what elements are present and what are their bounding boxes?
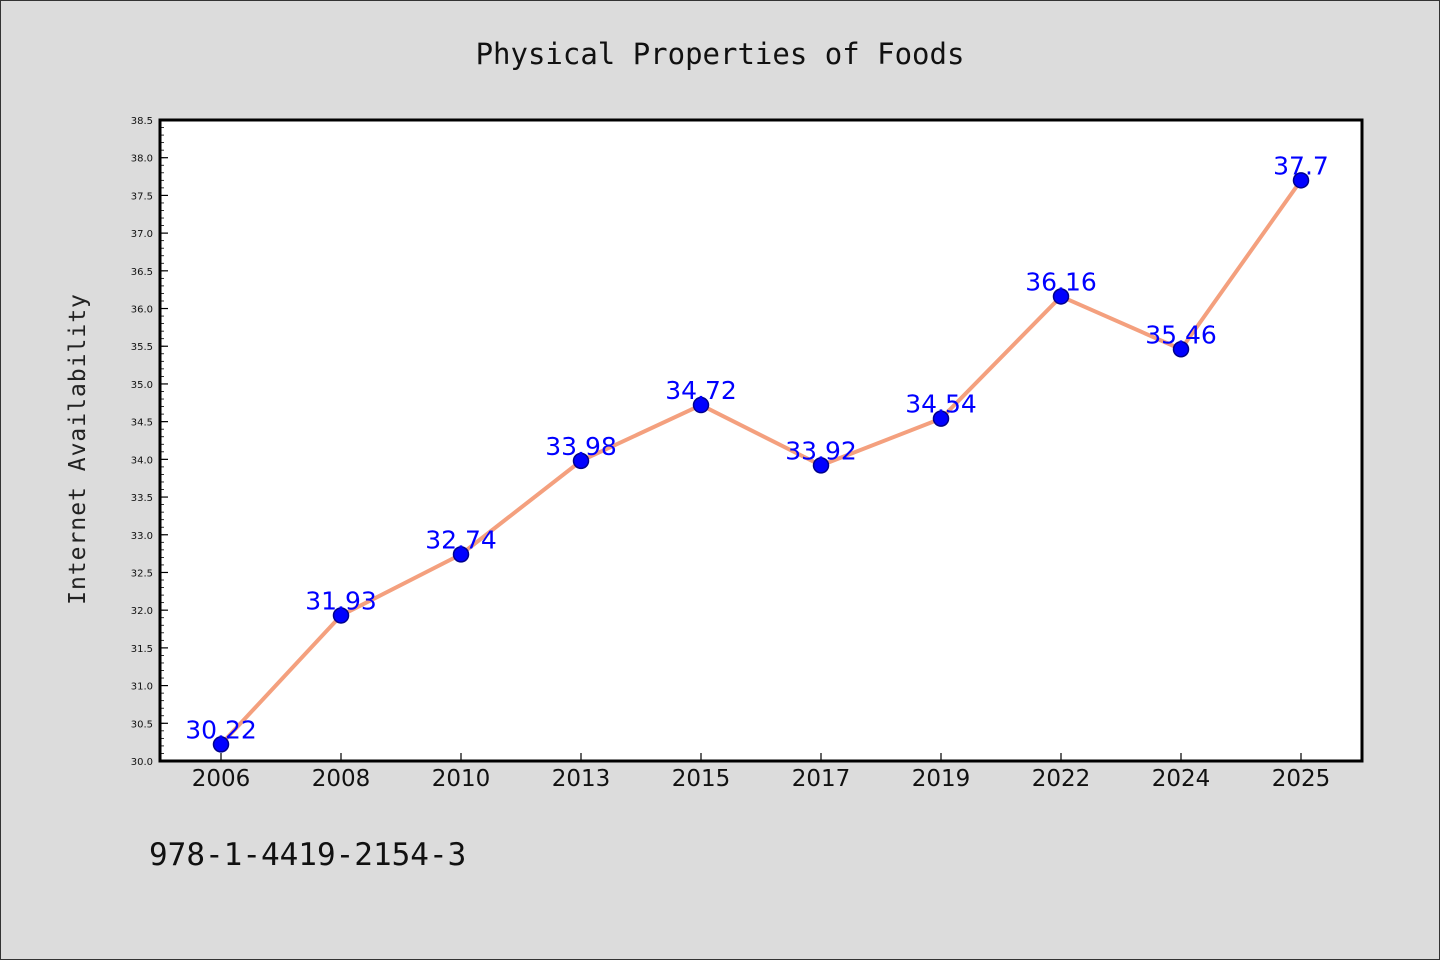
data-label: 35.46 xyxy=(1145,320,1217,349)
data-label: 31.93 xyxy=(305,586,377,615)
y-tick-label: 31.5 xyxy=(131,644,153,655)
data-label: 36.16 xyxy=(1025,267,1097,296)
data-label: 37.7 xyxy=(1273,151,1329,180)
data-label: 33.92 xyxy=(785,436,857,465)
data-point xyxy=(932,410,950,427)
x-tick-label: 2019 xyxy=(912,766,971,792)
y-axis-label: Internet Availability xyxy=(65,293,91,605)
y-tick-label: 31.0 xyxy=(131,682,153,693)
data-point xyxy=(452,546,470,563)
data-point xyxy=(1172,341,1190,358)
y-tick-label: 36.0 xyxy=(131,305,153,316)
y-tick-label: 36.5 xyxy=(131,267,153,278)
y-axis-ticks: 30.0 30.5 31.0 31.5 32.0 32.5 33.0 33.5 34.0 34.5… xyxy=(131,116,168,768)
x-axis-ticks: 2006 2008 2010 2013 2015 2017 2019 2022 2024 2025 xyxy=(192,753,1331,792)
y-tick-label: 35.0 xyxy=(131,380,153,391)
x-tick-label: 2008 xyxy=(312,766,371,792)
series-group: 30.22 31.93 32.74 33.98 34.72 33.92 34.54 36.16… xyxy=(185,151,1329,753)
data-point xyxy=(1052,288,1070,305)
y-tick-label: 38.0 xyxy=(131,154,153,165)
data-point xyxy=(1292,172,1310,189)
data-label: 30.22 xyxy=(185,715,257,744)
x-tick-label: 2006 xyxy=(192,766,251,792)
x-tick-label: 2013 xyxy=(552,766,611,792)
y-tick-label: 32.5 xyxy=(131,568,153,579)
data-point xyxy=(212,736,230,753)
y-tick-label: 37.0 xyxy=(131,229,153,240)
y-tick-label: 38.5 xyxy=(131,116,153,127)
x-tick-label: 2015 xyxy=(672,766,731,792)
x-tick-label: 2010 xyxy=(432,766,491,792)
y-tick-label: 33.5 xyxy=(131,493,153,504)
series-line xyxy=(219,178,1303,747)
plot-area xyxy=(158,118,1364,763)
data-point xyxy=(572,452,590,470)
x-tick-label: 2025 xyxy=(1272,766,1331,792)
y-tick-label: 34.0 xyxy=(131,455,153,466)
y-tick-label: 30.5 xyxy=(131,719,153,730)
data-point xyxy=(692,396,710,414)
data-label: 32.74 xyxy=(425,525,497,554)
chart-title: Physical Properties of Foods xyxy=(476,37,965,71)
y-tick-label: 35.5 xyxy=(131,342,153,353)
y-tick-label: 34.5 xyxy=(131,418,153,429)
x-tick-label: 2017 xyxy=(792,766,851,792)
x-tick-label: 2022 xyxy=(1032,766,1091,792)
y-tick-label: 32.0 xyxy=(131,606,153,617)
footer-isbn: 978-1-4419-2154-3 xyxy=(149,837,466,873)
y-tick-label: 33.0 xyxy=(131,531,153,542)
data-point xyxy=(332,607,350,624)
data-label: 34.72 xyxy=(665,376,737,405)
data-point xyxy=(812,457,830,474)
y-tick-label: 37.5 xyxy=(131,191,153,202)
data-label: 33.98 xyxy=(545,432,617,461)
y-tick-label: 30.0 xyxy=(131,757,153,768)
data-label: 34.54 xyxy=(905,390,977,419)
x-tick-label: 2024 xyxy=(1152,766,1211,792)
